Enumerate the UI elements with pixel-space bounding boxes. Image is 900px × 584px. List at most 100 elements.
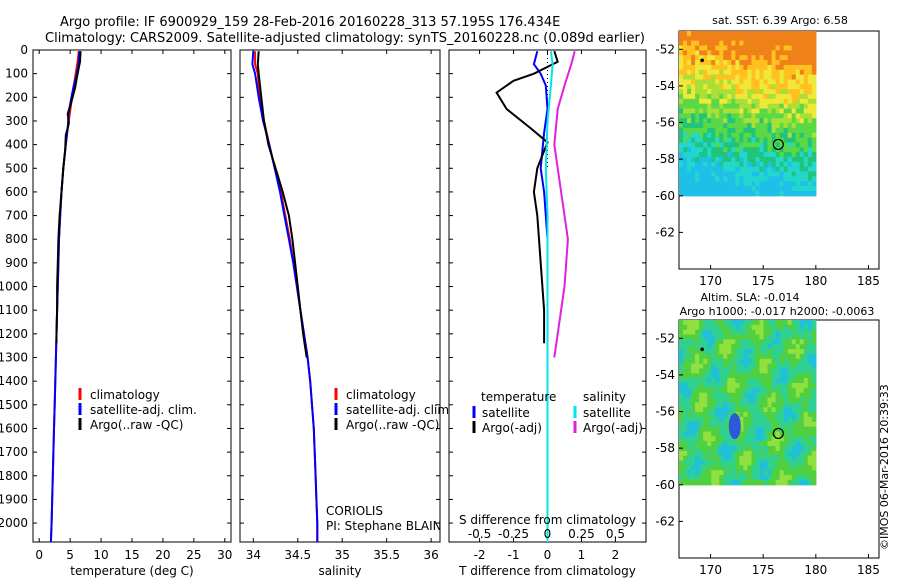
field-cell — [783, 426, 789, 433]
field-cell — [735, 35, 740, 42]
field-cell — [719, 446, 724, 452]
field-cell — [703, 378, 708, 384]
field-cell — [787, 40, 793, 47]
field-cell — [775, 94, 781, 100]
field-cell — [795, 176, 801, 182]
field-cell — [779, 190, 785, 197]
field-cell — [743, 407, 749, 413]
field-cell — [767, 50, 773, 56]
field-cell — [687, 181, 692, 187]
field-cell — [707, 161, 712, 168]
field-cell — [755, 465, 761, 471]
field-cell — [791, 402, 797, 408]
field-cell — [739, 35, 744, 42]
field-cell — [707, 421, 712, 428]
field-cell — [735, 79, 740, 85]
field-cell — [759, 45, 765, 51]
field-cell — [743, 446, 749, 452]
field-cell — [803, 344, 809, 350]
field-cell — [767, 181, 773, 187]
field-cell — [727, 45, 732, 51]
field-cell — [791, 339, 797, 345]
field-cell — [755, 127, 761, 134]
field-cell — [811, 450, 817, 457]
field-cell — [731, 60, 736, 66]
field-cell — [739, 475, 744, 481]
field-cell — [743, 479, 749, 486]
field-cell — [807, 161, 813, 168]
field-cell — [779, 446, 785, 452]
field-cell — [683, 324, 688, 331]
field-cell — [735, 358, 740, 365]
field-cell — [731, 436, 736, 442]
field-cell — [707, 412, 712, 418]
field-cell — [719, 383, 724, 389]
field-cell — [795, 358, 801, 365]
field-cell — [763, 402, 769, 408]
field-cell — [703, 479, 708, 486]
field-cell — [811, 344, 817, 350]
field-cell — [779, 74, 785, 81]
field-cell — [791, 84, 797, 90]
field-cell — [711, 118, 716, 124]
field-cell — [787, 35, 793, 42]
field-cell — [735, 50, 740, 56]
field-cell — [799, 460, 805, 466]
field-cell — [783, 50, 789, 56]
field-cell — [679, 358, 684, 365]
field-cell — [695, 344, 700, 350]
field-cell — [691, 334, 696, 340]
field-cell — [783, 113, 789, 119]
field-cell — [707, 118, 712, 124]
field-cell — [751, 470, 757, 476]
field-cell — [739, 84, 744, 90]
field-cell — [799, 470, 805, 476]
field-cell — [799, 35, 805, 42]
field-cell — [739, 320, 744, 326]
field-cell — [679, 166, 684, 173]
field-cell — [743, 152, 749, 158]
field-cell — [699, 142, 704, 148]
field-cell — [739, 383, 744, 389]
field-cell — [763, 436, 769, 442]
field-cell — [691, 387, 696, 394]
field-cell — [691, 55, 696, 61]
field-cell — [747, 35, 753, 42]
field-cell — [735, 60, 740, 66]
field-cell — [775, 152, 781, 158]
field-cell — [719, 118, 724, 124]
field-cell — [747, 118, 753, 124]
field-cell — [743, 147, 749, 153]
field-cell — [795, 186, 801, 192]
field-cell — [763, 103, 769, 110]
field-cell — [739, 344, 744, 350]
field-cell — [699, 421, 704, 428]
field-cell — [803, 45, 809, 51]
field-cell — [807, 421, 813, 428]
field-cell — [719, 320, 724, 326]
field-cell — [791, 421, 797, 428]
map-title-line2: Argo h1000: -0.017 h2000: -0.0063 — [680, 305, 875, 318]
field-cell — [679, 113, 684, 119]
field-cell — [751, 50, 757, 56]
field-cell — [711, 186, 716, 192]
field-cell — [739, 334, 744, 340]
field-cell — [711, 416, 716, 423]
field-cell — [783, 84, 789, 90]
field-cell — [787, 94, 793, 100]
field-cell — [679, 98, 684, 105]
field-cell — [723, 421, 728, 428]
field-cell — [683, 450, 688, 457]
field-cell — [775, 118, 781, 124]
field-cell — [791, 64, 797, 71]
field-cell — [699, 324, 704, 331]
field-cell — [767, 475, 773, 481]
field-cell — [687, 171, 692, 177]
field-cell — [767, 402, 773, 408]
field-cell — [703, 123, 708, 129]
field-cell — [751, 89, 757, 95]
field-cell — [787, 392, 793, 399]
field-cell — [703, 412, 708, 418]
field-cell — [791, 60, 797, 66]
field-cell — [687, 103, 692, 110]
